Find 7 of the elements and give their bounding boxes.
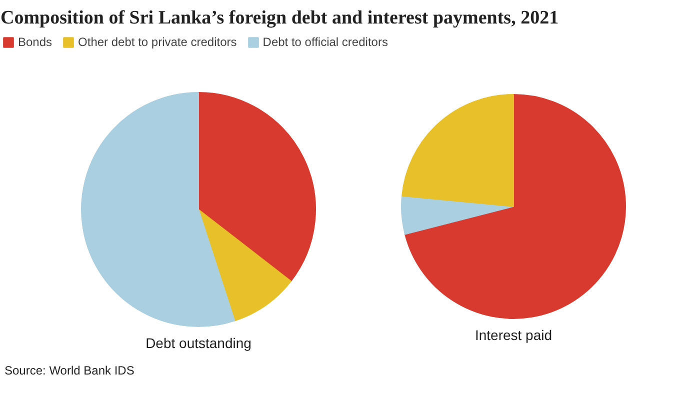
chart-title: Composition of Sri Lanka’s foreign debt and interest payments, 2021 — [0, 8, 559, 28]
legend-label: Other debt to private creditors — [78, 35, 237, 49]
text: Debt outstanding — [146, 335, 252, 352]
text: Interest paid — [474, 327, 552, 344]
source-note: Source: World Bank IDS — [4, 363, 134, 378]
legend-label: Debt to official creditors — [262, 35, 388, 49]
legend-label: Bonds — [18, 35, 52, 49]
